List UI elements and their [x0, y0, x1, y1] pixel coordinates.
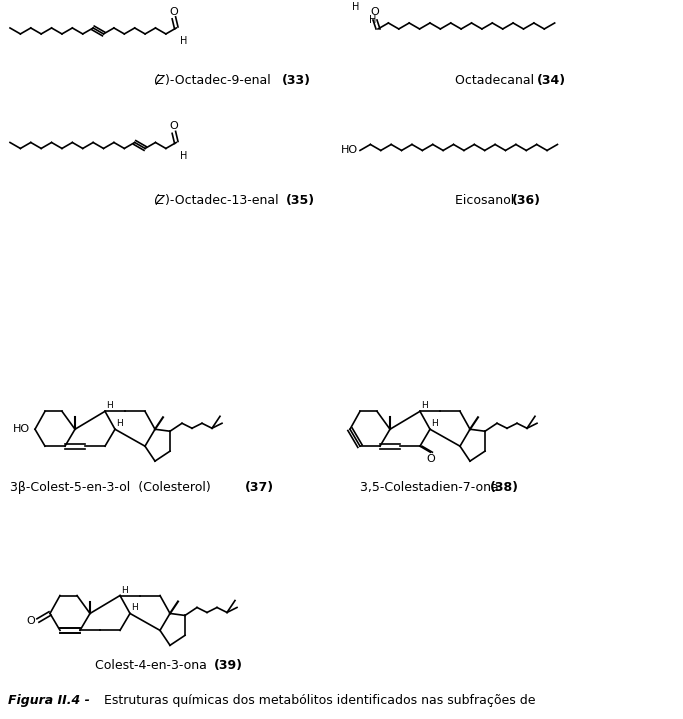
Text: H: H	[106, 401, 113, 411]
Text: O: O	[26, 615, 35, 626]
Text: H: H	[180, 150, 188, 160]
Text: (37): (37)	[245, 482, 274, 495]
Text: HO: HO	[341, 145, 358, 155]
Text: (36): (36)	[512, 193, 541, 207]
Text: Colest-4-en-3-ona: Colest-4-en-3-ona	[95, 659, 211, 672]
Text: HO: HO	[13, 424, 30, 434]
Text: (38): (38)	[490, 482, 519, 495]
Text: Eicosanol: Eicosanol	[455, 193, 518, 207]
Text: Figura II.4 -: Figura II.4 -	[8, 694, 90, 707]
Text: (: (	[152, 74, 158, 87]
Text: H: H	[131, 603, 138, 613]
Text: 3β-Colest-5-en-3-ol  (Colesterol): 3β-Colest-5-en-3-ol (Colesterol)	[10, 482, 214, 495]
Text: (35): (35)	[286, 193, 315, 207]
Text: H: H	[180, 36, 188, 46]
Text: H: H	[352, 2, 359, 12]
Text: H: H	[431, 419, 438, 429]
Text: O: O	[371, 7, 379, 17]
Text: )-Octadec-9-enal: )-Octadec-9-enal	[165, 74, 275, 87]
Text: Octadecanal: Octadecanal	[455, 74, 538, 87]
Text: Z: Z	[156, 74, 165, 87]
Text: )-Octadec-13-enal: )-Octadec-13-enal	[165, 193, 283, 207]
Text: O: O	[169, 7, 178, 17]
Text: Estruturas químicas dos metabólitos identificados nas subfrações de: Estruturas químicas dos metabólitos iden…	[100, 694, 535, 707]
Text: H: H	[121, 585, 128, 595]
Text: (39): (39)	[214, 659, 243, 672]
Text: H: H	[116, 419, 123, 429]
Text: (33): (33)	[282, 74, 311, 87]
Text: O: O	[426, 454, 434, 464]
Text: (34): (34)	[537, 74, 566, 87]
Text: (: (	[152, 193, 158, 207]
Text: 3,5-Colestadien-7-ona: 3,5-Colestadien-7-ona	[360, 482, 503, 495]
Text: Z: Z	[156, 193, 165, 207]
Text: H: H	[421, 401, 428, 411]
Text: H: H	[370, 15, 377, 25]
Text: O: O	[169, 122, 178, 132]
